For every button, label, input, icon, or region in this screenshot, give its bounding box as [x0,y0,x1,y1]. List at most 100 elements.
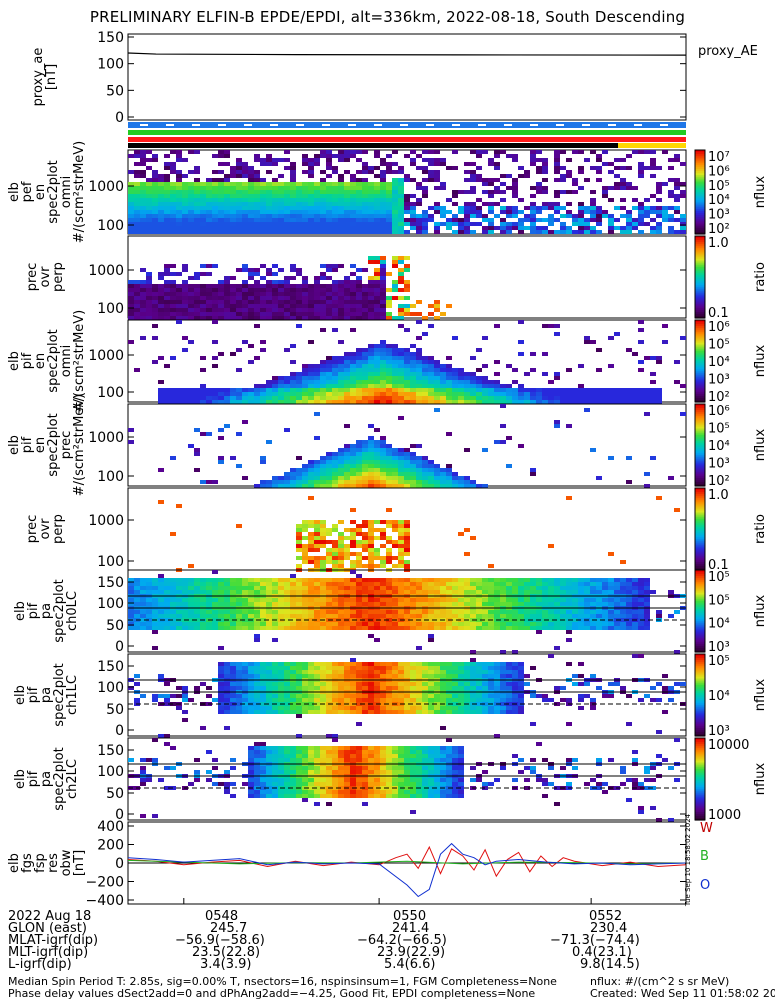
heatmap-cell [494,226,500,230]
heatmap-cell [470,536,476,540]
heatmap-cell [218,460,224,464]
heatmap-cell [434,222,440,226]
heatmap-cell [260,288,266,292]
heatmap-cell [326,552,332,556]
heatmap-cell [518,578,524,582]
heatmap-cell [350,444,356,448]
heatmap-cell [206,190,212,194]
heatmap-cell [440,400,446,404]
heatmap-cell [542,622,548,626]
heatmap-cell [374,614,380,618]
heatmap-cell [422,150,428,154]
colorbar-cell [695,406,705,409]
heatmap-cell [344,452,350,456]
heatmap-cell [338,532,344,536]
heatmap-cell [530,218,536,222]
heatmap-cell [248,316,254,320]
heatmap-cell [296,312,302,316]
heatmap-cell [404,622,410,626]
heatmap-cell [206,186,212,190]
heatmap-cell [140,586,146,590]
heatmap-cell [194,288,200,292]
heatmap-cell [338,670,344,674]
heatmap-cell [542,352,548,356]
heatmap-cell [374,284,380,288]
heatmap-cell [572,586,578,590]
heatmap-cell [422,590,428,594]
heatmap-cell [578,206,584,210]
heatmap-cell [596,610,602,614]
heatmap-cell [200,578,206,582]
heatmap-cell [320,626,326,630]
heatmap-cell [488,230,494,234]
heatmap-cell [194,308,200,312]
heatmap-cell [350,456,356,460]
colorbar-cell [695,512,705,516]
heatmap-cell [506,396,512,400]
heatmap-cell [128,440,134,444]
heatmap-cell [170,292,176,296]
heatmap-cell [416,400,422,404]
ylabel-line: prec [25,515,40,543]
heatmap-cell [284,694,290,698]
heatmap-cell [626,388,632,392]
heatmap-cell [314,614,320,618]
colorbar-cell [695,200,705,204]
heatmap-cell [344,304,350,308]
heatmap-cell [338,182,344,186]
heatmap-cell [290,182,296,186]
heatmap-cell [356,372,362,376]
heatmap-cell [512,380,518,384]
heatmap-cell [416,468,422,472]
colorbar-cell [695,471,705,475]
heatmap-cell [572,400,578,404]
colorbar-cell [695,379,705,383]
heatmap-cell [212,590,218,594]
heatmap-cell [278,174,284,178]
heatmap-cell [326,682,332,686]
heatmap-cell [314,544,320,548]
heatmap-cell [128,202,134,206]
heatmap-cell [386,540,392,544]
heatmap-cell [302,284,308,288]
heatmap-cell [206,582,212,586]
heatmap-cell [176,206,182,210]
heatmap-cell [326,356,332,360]
heatmap-cell [518,210,524,214]
colorbar-cell [695,496,705,499]
heatmap-cell [356,662,362,666]
heatmap-cell [380,448,386,452]
heatmap-cell [260,670,266,674]
heatmap-cell [392,186,398,190]
heatmap-cell [374,376,380,380]
heatmap-cell [368,380,374,384]
heatmap-cell [362,268,368,272]
heatmap-cell [242,288,248,292]
heatmap-cell [668,194,674,198]
heatmap-cell [134,674,140,678]
heatmap-cell [302,710,308,714]
heatmap-cell [224,388,230,392]
heatmap-cell [218,292,224,296]
heatmap-cell [194,312,200,316]
heatmap-cell [362,182,368,186]
heatmap-cell [422,384,428,388]
heatmap-cell [170,622,176,626]
heatmap-cell [260,218,266,222]
heatmap-cell [548,586,554,590]
colorbar-cell [695,565,705,569]
heatmap-cell [374,548,380,552]
heatmap-cell [236,174,242,178]
heatmap-cell [428,388,434,392]
heatmap-cell [416,312,422,316]
heatmap-cell [332,662,338,666]
heatmap-cell [470,170,476,174]
heatmap-cell [200,210,206,214]
heatmap-cell [374,484,380,488]
heatmap-cell [146,166,152,170]
heatmap-cell [470,622,476,626]
heatmap-cell [398,316,404,320]
heatmap-cell [536,582,542,586]
heatmap-cell [542,590,548,594]
heatmap-cell [392,448,398,452]
